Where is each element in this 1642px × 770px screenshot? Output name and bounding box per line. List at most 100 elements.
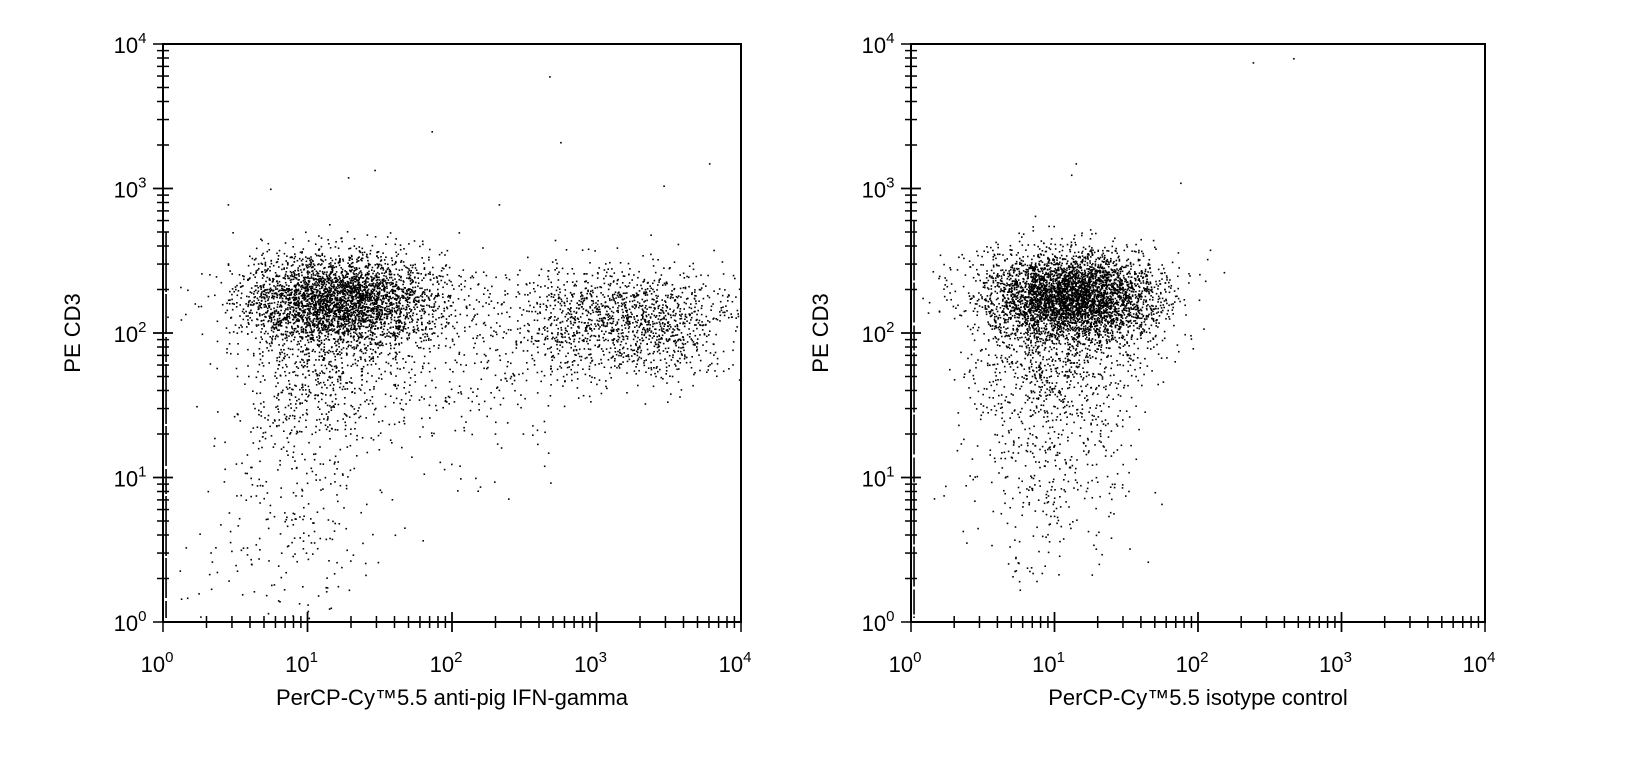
event-point: [247, 319, 249, 321]
event-point: [368, 263, 370, 266]
event-point: [355, 267, 358, 269]
event-point: [409, 321, 411, 324]
event-point: [411, 319, 414, 321]
event-point: [580, 298, 583, 300]
event-point: [397, 295, 399, 298]
event-point: [313, 288, 315, 291]
event-point: [458, 335, 460, 338]
event-point: [335, 313, 338, 315]
event-point: [373, 270, 375, 272]
event-point: [201, 333, 204, 336]
event-point: [520, 394, 522, 396]
event-point: [542, 303, 545, 305]
event-point: [649, 324, 651, 326]
event-point: [294, 313, 296, 315]
event-point: [635, 306, 637, 308]
event-point: [659, 352, 661, 355]
event-point: [361, 297, 364, 300]
event-point: [347, 476, 349, 478]
event-point: [667, 321, 670, 323]
event-point: [380, 308, 382, 311]
event-point: [650, 293, 653, 295]
event-point: [374, 264, 377, 266]
event-point: [665, 362, 668, 364]
event-point: [611, 295, 614, 297]
event-point: [368, 356, 371, 358]
event-point: [254, 296, 256, 298]
event-point: [646, 327, 649, 330]
event-point: [325, 291, 328, 293]
event-point: [315, 292, 318, 294]
event-point: [391, 314, 393, 317]
event-point: [663, 282, 666, 285]
event-point: [414, 304, 417, 306]
event-point: [335, 271, 338, 273]
event-point: [337, 306, 340, 308]
event-point: [605, 338, 607, 341]
event-point: [364, 295, 367, 297]
event-point: [270, 320, 272, 323]
event-point: [426, 288, 428, 291]
event-point: [417, 285, 419, 288]
event-point: [680, 296, 682, 298]
event-point: [260, 285, 262, 287]
event-point: [613, 344, 615, 346]
event-point: [269, 313, 272, 315]
event-point: [359, 287, 362, 289]
event-point: [304, 344, 306, 346]
event-point: [346, 327, 348, 330]
event-point: [318, 280, 320, 282]
event-point: [338, 313, 341, 315]
event-point: [331, 282, 333, 285]
event-point: [586, 292, 588, 295]
event-point: [301, 251, 303, 253]
event-point: [684, 313, 687, 316]
event-point: [662, 317, 664, 320]
event-point: [655, 332, 657, 335]
event-point: [333, 277, 336, 280]
event-point: [354, 326, 356, 329]
event-point: [624, 292, 626, 295]
event-point: [339, 278, 341, 280]
event-point: [566, 281, 568, 283]
event-point: [341, 309, 344, 312]
event-point: [365, 314, 368, 316]
event-point: [589, 327, 591, 329]
event-point: [589, 313, 592, 315]
event-point: [349, 328, 352, 330]
event-point: [248, 296, 250, 298]
event-point: [434, 295, 437, 297]
event-point: [309, 303, 312, 306]
event-point: [270, 319, 273, 322]
event-point: [290, 301, 292, 304]
event-point: [602, 304, 604, 307]
event-point: [438, 344, 440, 347]
event-point: [433, 298, 435, 300]
event-point: [657, 344, 660, 346]
event-point: [301, 337, 304, 339]
event-point: [359, 341, 361, 344]
event-point: [302, 315, 304, 318]
event-point: [413, 306, 415, 309]
event-point: [609, 282, 612, 285]
event-point: [281, 285, 284, 287]
event-point: [598, 335, 600, 338]
event-point: [271, 342, 273, 345]
event-point: [311, 291, 314, 293]
event-point: [639, 324, 641, 327]
event-point: [621, 324, 623, 327]
event-point: [285, 333, 287, 336]
event-point: [398, 325, 400, 327]
event-point: [331, 269, 334, 271]
event-point: [630, 316, 632, 318]
event-point: [458, 353, 460, 355]
event-point: [643, 364, 646, 367]
event-point: [324, 310, 327, 312]
event-point: [237, 343, 239, 345]
event-point: [643, 301, 645, 303]
event-point: [368, 314, 371, 316]
event-point: [564, 362, 566, 364]
event-point: [305, 276, 308, 279]
event-point: [623, 316, 625, 319]
event-point: [690, 303, 692, 305]
